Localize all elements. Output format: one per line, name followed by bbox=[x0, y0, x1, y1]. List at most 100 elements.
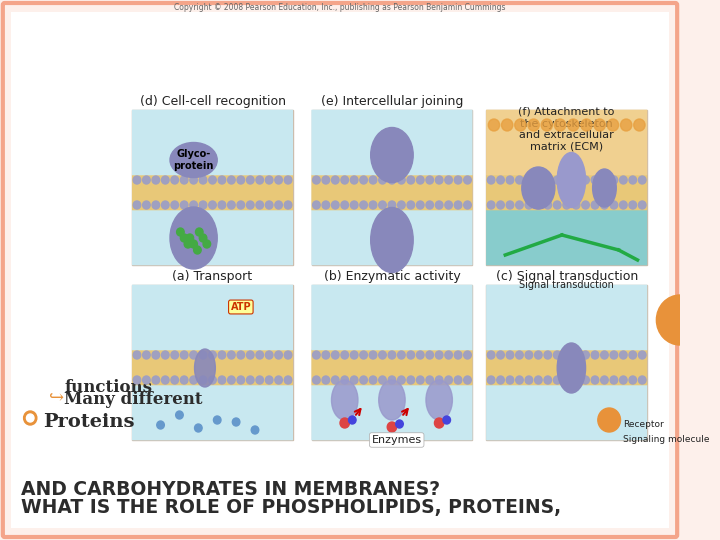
Circle shape bbox=[610, 201, 618, 209]
Circle shape bbox=[525, 201, 533, 209]
Circle shape bbox=[497, 376, 504, 384]
Circle shape bbox=[266, 351, 273, 359]
Text: Signaling molecule: Signaling molecule bbox=[624, 435, 710, 444]
FancyBboxPatch shape bbox=[312, 110, 472, 265]
FancyBboxPatch shape bbox=[132, 110, 293, 265]
Circle shape bbox=[619, 376, 627, 384]
Circle shape bbox=[619, 201, 627, 209]
Circle shape bbox=[497, 351, 504, 359]
Circle shape bbox=[525, 376, 533, 384]
FancyBboxPatch shape bbox=[12, 12, 669, 528]
Circle shape bbox=[445, 376, 452, 384]
Circle shape bbox=[426, 351, 433, 359]
FancyBboxPatch shape bbox=[132, 285, 293, 350]
Circle shape bbox=[152, 176, 160, 184]
Circle shape bbox=[360, 176, 367, 184]
Circle shape bbox=[246, 351, 254, 359]
FancyBboxPatch shape bbox=[312, 285, 472, 440]
Circle shape bbox=[416, 376, 424, 384]
Circle shape bbox=[591, 201, 599, 209]
Circle shape bbox=[152, 376, 160, 384]
Circle shape bbox=[284, 376, 292, 384]
Ellipse shape bbox=[371, 127, 413, 183]
Circle shape bbox=[246, 376, 254, 384]
Circle shape bbox=[237, 176, 245, 184]
Circle shape bbox=[341, 376, 348, 384]
Circle shape bbox=[379, 176, 386, 184]
Circle shape bbox=[534, 351, 542, 359]
Circle shape bbox=[497, 201, 504, 209]
Circle shape bbox=[388, 201, 396, 209]
Circle shape bbox=[454, 201, 462, 209]
Circle shape bbox=[331, 176, 339, 184]
Circle shape bbox=[416, 351, 424, 359]
Circle shape bbox=[199, 376, 207, 384]
Circle shape bbox=[218, 176, 226, 184]
Circle shape bbox=[554, 201, 561, 209]
Ellipse shape bbox=[522, 167, 555, 209]
Circle shape bbox=[567, 119, 579, 131]
Circle shape bbox=[237, 376, 245, 384]
Circle shape bbox=[629, 351, 636, 359]
Circle shape bbox=[369, 376, 377, 384]
Circle shape bbox=[619, 351, 627, 359]
FancyBboxPatch shape bbox=[132, 285, 293, 440]
Circle shape bbox=[582, 201, 590, 209]
Circle shape bbox=[133, 176, 140, 184]
Circle shape bbox=[619, 176, 627, 184]
Circle shape bbox=[436, 376, 443, 384]
Circle shape bbox=[591, 176, 599, 184]
Circle shape bbox=[152, 351, 160, 359]
FancyBboxPatch shape bbox=[132, 350, 293, 386]
Circle shape bbox=[209, 201, 216, 209]
Circle shape bbox=[554, 376, 561, 384]
Circle shape bbox=[426, 201, 433, 209]
Circle shape bbox=[554, 119, 566, 131]
Text: functions: functions bbox=[64, 379, 152, 395]
Circle shape bbox=[246, 176, 254, 184]
Circle shape bbox=[407, 351, 415, 359]
Circle shape bbox=[194, 246, 201, 254]
Circle shape bbox=[407, 376, 415, 384]
Ellipse shape bbox=[371, 207, 413, 273]
Text: (d) Cell-cell recognition: (d) Cell-cell recognition bbox=[140, 95, 286, 108]
Circle shape bbox=[256, 351, 264, 359]
Circle shape bbox=[516, 376, 523, 384]
Circle shape bbox=[397, 376, 405, 384]
Circle shape bbox=[190, 376, 197, 384]
Circle shape bbox=[181, 234, 188, 242]
FancyBboxPatch shape bbox=[486, 175, 647, 210]
Circle shape bbox=[544, 201, 552, 209]
Circle shape bbox=[360, 376, 367, 384]
Circle shape bbox=[312, 376, 320, 384]
Text: (a) Transport: (a) Transport bbox=[172, 270, 253, 283]
Text: ATP: ATP bbox=[230, 302, 251, 312]
Circle shape bbox=[341, 201, 348, 209]
Text: (e) Intercellular joining: (e) Intercellular joining bbox=[320, 95, 463, 108]
Circle shape bbox=[610, 351, 618, 359]
Circle shape bbox=[516, 176, 523, 184]
Circle shape bbox=[284, 201, 292, 209]
Circle shape bbox=[176, 228, 184, 236]
Circle shape bbox=[563, 201, 570, 209]
Circle shape bbox=[487, 351, 495, 359]
Circle shape bbox=[256, 201, 264, 209]
Circle shape bbox=[157, 421, 164, 429]
Circle shape bbox=[199, 201, 207, 209]
Circle shape bbox=[379, 376, 386, 384]
Circle shape bbox=[27, 414, 34, 422]
FancyBboxPatch shape bbox=[311, 110, 472, 176]
Circle shape bbox=[218, 376, 226, 384]
Circle shape bbox=[464, 376, 472, 384]
Circle shape bbox=[436, 201, 443, 209]
Circle shape bbox=[416, 201, 424, 209]
FancyBboxPatch shape bbox=[311, 210, 472, 265]
Circle shape bbox=[203, 240, 211, 248]
Circle shape bbox=[133, 201, 140, 209]
Circle shape bbox=[436, 351, 443, 359]
Circle shape bbox=[534, 376, 542, 384]
Circle shape bbox=[426, 176, 433, 184]
Circle shape bbox=[190, 176, 197, 184]
Circle shape bbox=[190, 351, 197, 359]
FancyBboxPatch shape bbox=[486, 285, 647, 350]
